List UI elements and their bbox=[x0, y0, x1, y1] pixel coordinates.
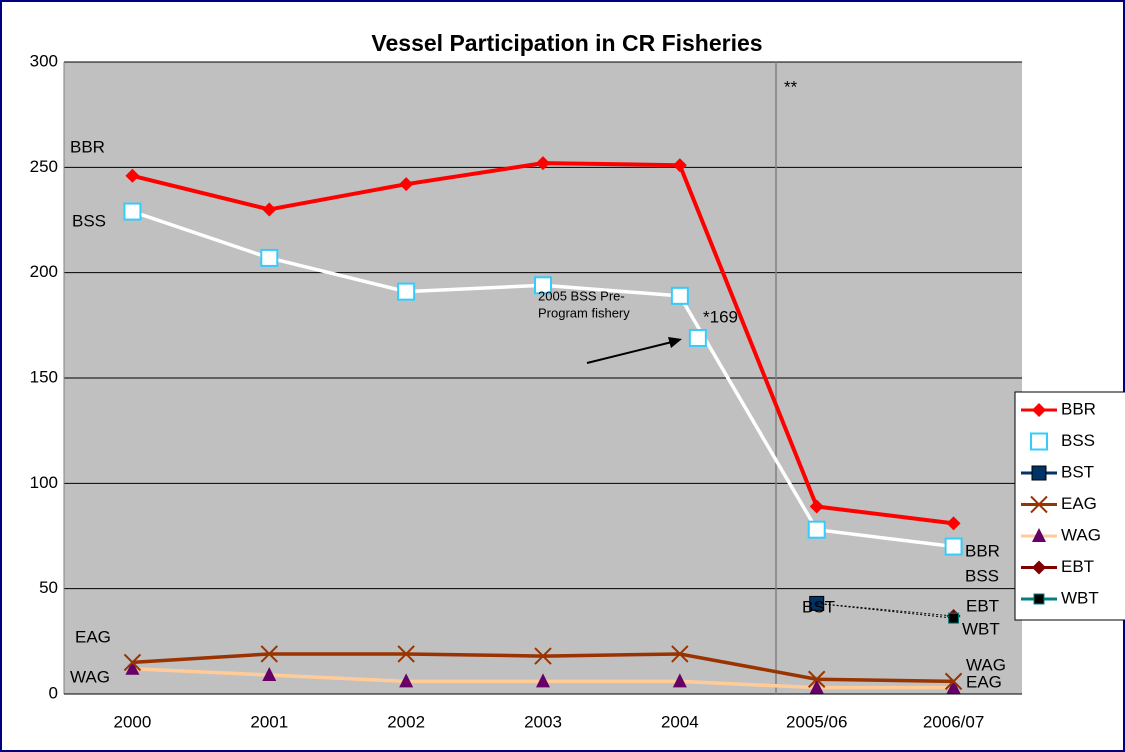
marker bbox=[807, 520, 826, 539]
y-tick-label: 0 bbox=[49, 683, 58, 702]
legend: BBR BSS BST EAG WAG EBT WBT bbox=[1014, 391, 1125, 621]
series-label: WAG bbox=[70, 667, 110, 686]
marker bbox=[808, 670, 826, 688]
legend-marker bbox=[1030, 432, 1048, 451]
marker bbox=[397, 282, 416, 301]
marker bbox=[260, 645, 278, 663]
y-tick-label: 100 bbox=[30, 473, 58, 492]
marker bbox=[536, 673, 550, 688]
marker bbox=[397, 645, 415, 663]
marker bbox=[399, 177, 414, 192]
marker bbox=[125, 168, 140, 183]
annotation-arrowhead bbox=[668, 337, 682, 348]
legend-label: EBT bbox=[1061, 557, 1094, 576]
legend-label: BBR bbox=[1061, 399, 1096, 418]
legend-marker bbox=[1030, 495, 1048, 514]
x-tick-label: 2000 bbox=[114, 712, 152, 731]
y-tick-label: 150 bbox=[30, 367, 58, 386]
annotation-arrow bbox=[586, 341, 673, 364]
legend-label: WBT bbox=[1061, 588, 1099, 607]
legend-box bbox=[1014, 391, 1125, 621]
marker bbox=[262, 202, 277, 217]
marker bbox=[944, 672, 963, 691]
marker bbox=[123, 653, 142, 672]
marker bbox=[671, 645, 689, 663]
marker bbox=[809, 679, 824, 694]
series-label: BST bbox=[802, 597, 835, 616]
series-label: BSS bbox=[72, 211, 106, 230]
x-tick-label: 2002 bbox=[387, 712, 425, 731]
legend-label: BSS bbox=[1061, 431, 1095, 450]
legend-label: BST bbox=[1061, 462, 1094, 481]
y-tick-label: 250 bbox=[30, 157, 58, 176]
marker bbox=[262, 667, 277, 682]
series-label: BBR bbox=[70, 137, 105, 156]
marker bbox=[946, 516, 961, 531]
annotation-label: *169 bbox=[703, 307, 738, 326]
legend-marker bbox=[1032, 560, 1046, 575]
annotation-note: Program fishery bbox=[538, 305, 630, 320]
series-label: WBT bbox=[962, 619, 1000, 638]
connector bbox=[816, 602, 954, 619]
x-tick-label: 2003 bbox=[524, 712, 562, 731]
y-tick-label: 200 bbox=[30, 262, 58, 281]
marker bbox=[672, 158, 687, 173]
chart-title: Vessel Participation in CR Fisheries bbox=[371, 30, 762, 56]
marker bbox=[534, 276, 552, 295]
marker bbox=[260, 248, 279, 267]
x-tick-label: 2005/06 bbox=[786, 712, 847, 731]
annotation-marker bbox=[688, 328, 707, 347]
marker bbox=[399, 673, 414, 688]
legend-marker bbox=[1032, 528, 1046, 542]
separator-label: ** bbox=[784, 77, 798, 96]
series-label: EBT bbox=[966, 596, 999, 615]
marker bbox=[123, 202, 142, 221]
marker bbox=[536, 156, 550, 171]
legend-marker bbox=[1032, 403, 1046, 417]
annotation-note: 2005 BSS Pre- bbox=[538, 288, 625, 303]
marker bbox=[946, 679, 961, 694]
marker bbox=[670, 286, 689, 305]
y-tick-label: 50 bbox=[39, 578, 58, 597]
series-label: BBR bbox=[965, 541, 1000, 560]
legend-label: EAG bbox=[1061, 494, 1097, 513]
series-label: EAG bbox=[966, 672, 1002, 691]
series-label: EAG bbox=[75, 627, 111, 646]
x-tick-label: 2004 bbox=[661, 712, 699, 731]
marker bbox=[944, 537, 963, 556]
series-label: WAG bbox=[966, 655, 1006, 674]
connector bbox=[816, 602, 954, 617]
marker bbox=[534, 647, 552, 665]
marker bbox=[125, 660, 140, 675]
marker bbox=[809, 499, 824, 514]
x-tick-label: 2001 bbox=[250, 712, 288, 731]
marker bbox=[672, 673, 687, 688]
series-label: BSS bbox=[965, 566, 999, 585]
legend-marker bbox=[1031, 465, 1047, 481]
legend-marker bbox=[1033, 593, 1045, 605]
y-tick-label: 300 bbox=[30, 51, 58, 70]
x-tick-label: 2006/07 bbox=[923, 712, 984, 731]
legend-label: WAG bbox=[1061, 525, 1101, 544]
